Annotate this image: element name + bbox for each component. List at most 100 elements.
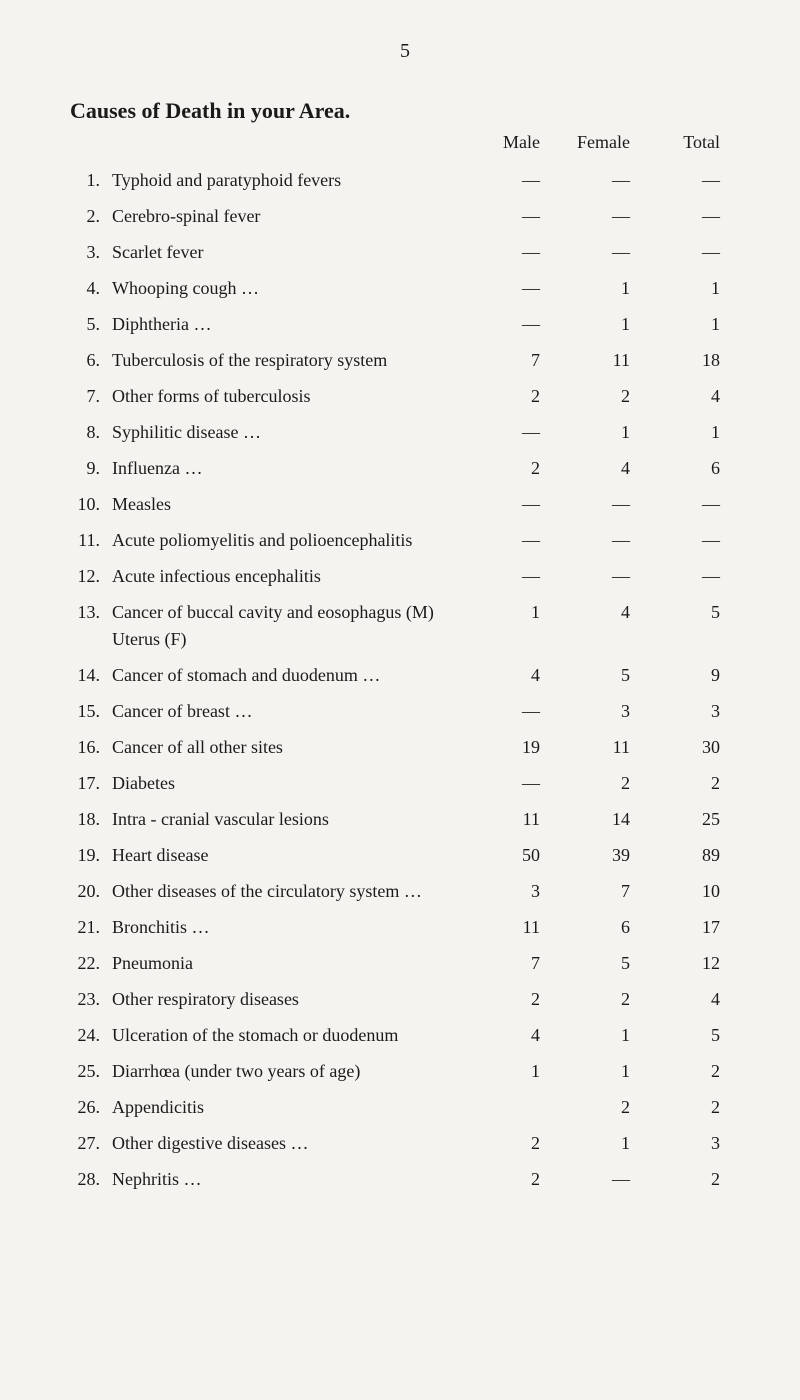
table-row: 20.Other diseases of the circulatory sys… (70, 878, 740, 905)
row-number: 20. (70, 878, 112, 905)
row-male: — (450, 419, 540, 446)
row-number: 2. (70, 203, 112, 230)
row-number: 27. (70, 1130, 112, 1157)
table-row: 3.Scarlet fever——— (70, 239, 740, 266)
row-female: — (540, 239, 630, 266)
row-number: 26. (70, 1094, 112, 1121)
row-label: Cerebro-spinal fever (112, 203, 450, 230)
row-male: 3 (450, 878, 540, 905)
row-female: 6 (540, 914, 630, 941)
row-male: 7 (450, 950, 540, 977)
row-female: 2 (540, 1094, 630, 1121)
row-female: 4 (540, 455, 630, 482)
row-total: 2 (630, 770, 720, 797)
row-label: Cancer of breast … (112, 698, 450, 725)
row-female: 5 (540, 662, 630, 689)
row-label: Scarlet fever (112, 239, 450, 266)
row-number: 3. (70, 239, 112, 266)
row-female: — (540, 167, 630, 194)
row-number: 13. (70, 599, 112, 626)
row-total: — (630, 563, 720, 590)
row-female: — (540, 527, 630, 554)
row-female: 1 (540, 1130, 630, 1157)
row-number: 11. (70, 527, 112, 554)
row-total: 2 (630, 1166, 720, 1193)
table-row: 17.Diabetes—22 (70, 770, 740, 797)
row-male: — (450, 698, 540, 725)
row-total: 5 (630, 1022, 720, 1049)
row-label: Diarrhœa (under two years of age) (112, 1058, 450, 1085)
row-label: Cancer of buccal cavity and eosophagus (… (112, 599, 450, 653)
row-total: 89 (630, 842, 720, 869)
table-row: 27.Other digestive diseases …213 (70, 1130, 740, 1157)
row-label: Pneumonia (112, 950, 450, 977)
row-label: Typhoid and paratyphoid fevers (112, 167, 450, 194)
row-female: 14 (540, 806, 630, 833)
row-female: 2 (540, 770, 630, 797)
row-total: 1 (630, 419, 720, 446)
row-number: 25. (70, 1058, 112, 1085)
row-female: 5 (540, 950, 630, 977)
row-male: — (450, 203, 540, 230)
row-male: 50 (450, 842, 540, 869)
table-row: 12.Acute infectious encephalitis——— (70, 563, 740, 590)
row-total: 10 (630, 878, 720, 905)
row-number: 1. (70, 167, 112, 194)
header-spacer (70, 132, 450, 153)
table-body: 1.Typhoid and paratyphoid fevers———2.Cer… (70, 167, 740, 1193)
row-male: — (450, 770, 540, 797)
table-row: 11.Acute poliomyelitis and polioencephal… (70, 527, 740, 554)
row-label: Intra - cranial vascular lesions (112, 806, 450, 833)
row-male: 2 (450, 1166, 540, 1193)
row-label: Bronchitis … (112, 914, 450, 941)
row-number: 16. (70, 734, 112, 761)
table-row: 6.Tuberculosis of the respiratory system… (70, 347, 740, 374)
row-female: 3 (540, 698, 630, 725)
row-total: — (630, 491, 720, 518)
table-row: 22.Pneumonia7512 (70, 950, 740, 977)
row-number: 24. (70, 1022, 112, 1049)
header-female: Female (540, 132, 630, 153)
row-male: 2 (450, 455, 540, 482)
table-row: 1.Typhoid and paratyphoid fevers——— (70, 167, 740, 194)
row-label: Ulceration of the stomach or duodenum (112, 1022, 450, 1049)
row-number: 14. (70, 662, 112, 689)
row-label: Other respiratory diseases (112, 986, 450, 1013)
table-row: 15.Cancer of breast …—33 (70, 698, 740, 725)
row-male: 4 (450, 1022, 540, 1049)
row-female: 2 (540, 383, 630, 410)
row-number: 10. (70, 491, 112, 518)
table-row: 16.Cancer of all other sites191130 (70, 734, 740, 761)
row-label: Other diseases of the circulatory system… (112, 878, 450, 905)
row-female: 2 (540, 986, 630, 1013)
table-row: 24.Ulceration of the stomach or duodenum… (70, 1022, 740, 1049)
row-number: 28. (70, 1166, 112, 1193)
row-label: Acute poliomyelitis and polioencephaliti… (112, 527, 450, 554)
row-number: 23. (70, 986, 112, 1013)
page-title: Causes of Death in your Area. (70, 98, 350, 123)
row-total: 1 (630, 275, 720, 302)
row-female: 7 (540, 878, 630, 905)
row-label: Whooping cough … (112, 275, 450, 302)
row-total: — (630, 239, 720, 266)
row-total: — (630, 167, 720, 194)
header-total: Total (630, 132, 720, 153)
row-female: 11 (540, 734, 630, 761)
row-male: — (450, 563, 540, 590)
row-male: 11 (450, 914, 540, 941)
row-male: 1 (450, 599, 540, 626)
row-total: 4 (630, 986, 720, 1013)
row-total: 1 (630, 311, 720, 338)
row-total: 3 (630, 1130, 720, 1157)
row-male: 2 (450, 383, 540, 410)
table-row: 21.Bronchitis …11617 (70, 914, 740, 941)
row-number: 15. (70, 698, 112, 725)
row-male: — (450, 311, 540, 338)
row-number: 19. (70, 842, 112, 869)
row-label: Appendicitis (112, 1094, 450, 1121)
row-female: 1 (540, 311, 630, 338)
row-male: 11 (450, 806, 540, 833)
row-label: Measles (112, 491, 450, 518)
row-total: — (630, 527, 720, 554)
row-label: Diphtheria … (112, 311, 450, 338)
